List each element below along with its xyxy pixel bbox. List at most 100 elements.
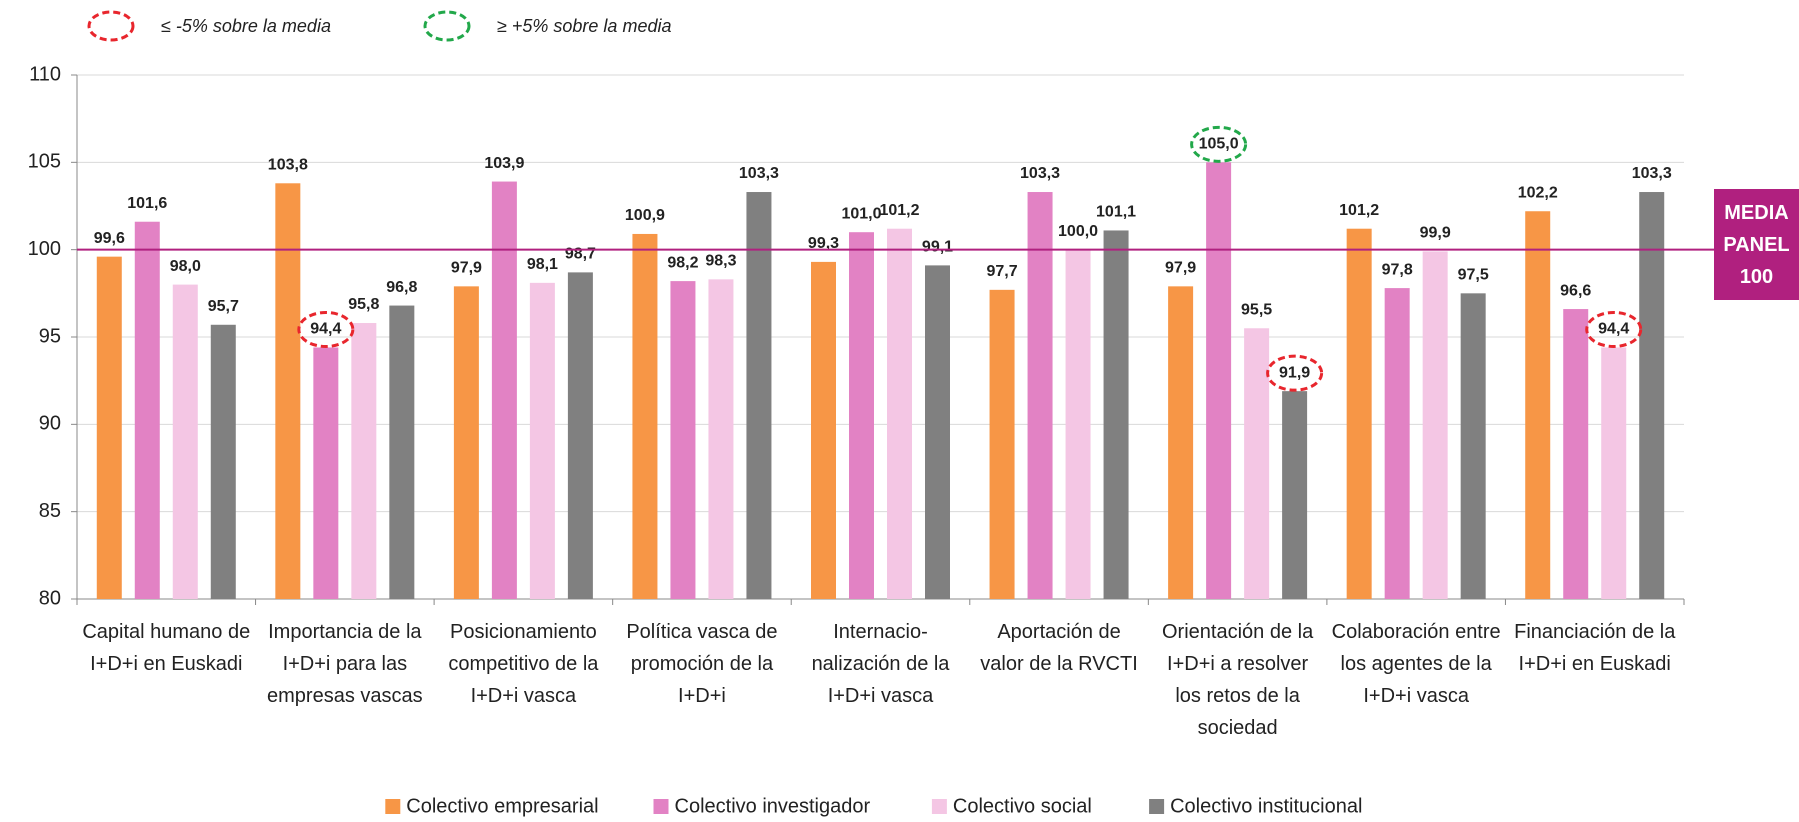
- data-label: 101,2: [1339, 202, 1379, 219]
- data-label: 98,7: [565, 246, 596, 263]
- data-label: 103,3: [739, 165, 779, 182]
- data-label: 100,9: [625, 207, 665, 224]
- data-label: 103,3: [1020, 165, 1060, 182]
- x-tick-label: Importancia de la I+D+i para las empresa…: [267, 621, 423, 707]
- x-tick-label: Financiación de la I+D+i en Euskadi: [1514, 621, 1676, 675]
- y-tick-label: 110: [29, 63, 61, 85]
- data-label: 99,9: [1420, 225, 1451, 242]
- data-label: 97,9: [451, 260, 482, 277]
- bar: [1027, 192, 1053, 599]
- bar: [351, 323, 377, 599]
- y-tick-label: 105: [28, 151, 61, 173]
- data-label: 98,2: [667, 254, 698, 271]
- data-label: 99,6: [94, 230, 125, 247]
- data-label: 101,2: [879, 202, 919, 219]
- data-label: 101,1: [1096, 204, 1136, 221]
- bar: [1384, 288, 1410, 599]
- bar: [313, 347, 339, 599]
- data-label: 95,5: [1241, 301, 1272, 318]
- legend-swatch: [385, 799, 401, 814]
- data-label: 101,0: [841, 205, 881, 222]
- data-label: 98,3: [705, 253, 736, 270]
- data-label: 97,5: [1458, 267, 1489, 284]
- data-label: 94,4: [310, 321, 341, 338]
- legend-swatch: [931, 799, 947, 814]
- data-label: 103,8: [268, 157, 308, 174]
- y-tick-label: 80: [39, 587, 61, 609]
- bar: [1065, 249, 1091, 599]
- legend-label: Colectivo institucional: [1170, 795, 1362, 817]
- bar: [1601, 347, 1627, 599]
- bar: [746, 192, 772, 599]
- reference-box: MEDIA PANEL 100: [1714, 189, 1799, 300]
- x-tick-label: Aportación de valor de la RVCTI: [980, 621, 1138, 675]
- bar: [210, 324, 236, 599]
- data-label: 98,1: [527, 256, 558, 273]
- data-label: 102,2: [1518, 184, 1558, 201]
- bar: [453, 286, 479, 599]
- bar: [1563, 309, 1589, 599]
- threshold-legend-marker: [423, 10, 471, 42]
- x-tick-label: Internacio-nalización de la I+D+i vasca: [811, 621, 950, 707]
- data-label: 94,4: [1598, 321, 1629, 338]
- threshold-legend-label: ≥ +5% sobre la media: [497, 16, 671, 36]
- legend-swatch: [653, 799, 669, 814]
- data-label: 103,9: [484, 155, 524, 172]
- data-label: 103,3: [1632, 165, 1672, 182]
- bar: [567, 272, 593, 599]
- bar: [1460, 293, 1486, 599]
- y-tick-label: 90: [39, 413, 61, 435]
- highlight-circle: [1190, 125, 1248, 163]
- x-tick-label: Capital humano de I+D+i en Euskadi: [82, 621, 251, 675]
- reference-label: MEDIA PANEL: [1723, 201, 1790, 256]
- bar: [887, 228, 912, 599]
- x-tick-label: Política vasca de promoción de la I+D+i: [626, 621, 778, 707]
- bar: [275, 183, 301, 599]
- x-tick-label: Orientación de la I+D+i a resolver los r…: [1162, 621, 1314, 739]
- data-label: 95,7: [208, 298, 239, 315]
- bar: [1244, 328, 1270, 599]
- bar: [491, 181, 517, 599]
- data-label: 98,0: [170, 258, 201, 275]
- bar: [811, 261, 836, 599]
- bar: [529, 282, 555, 599]
- bar: [96, 256, 122, 599]
- legend-swatch: [1149, 799, 1165, 814]
- bar: [1346, 228, 1372, 599]
- bar: [925, 265, 950, 599]
- bar: [134, 221, 160, 599]
- data-label: 97,9: [1165, 260, 1196, 277]
- bar: [849, 232, 874, 599]
- bar: [1422, 251, 1448, 599]
- y-tick-label: 100: [28, 238, 61, 260]
- highlight-circle: [297, 310, 355, 348]
- threshold-legend-label: ≤ -5% sobre la media: [161, 16, 331, 36]
- reference-value: 100: [1739, 265, 1774, 288]
- bar: [708, 279, 734, 599]
- legend-label: Colectivo empresarial: [406, 795, 598, 817]
- x-tick-label: Posicionamiento competitivo de la I+D+i …: [448, 621, 599, 707]
- bar: [670, 281, 696, 599]
- bar: [1282, 391, 1308, 599]
- data-label: 97,8: [1382, 261, 1413, 278]
- legend-label: Colectivo social: [953, 795, 1092, 817]
- bar: [389, 305, 415, 599]
- bar: [1525, 211, 1551, 600]
- data-label: 91,9: [1279, 364, 1310, 381]
- bar: [172, 284, 198, 599]
- legend-label: Colectivo investigador: [675, 795, 871, 817]
- bar: [1168, 286, 1194, 599]
- highlight-circle: [1266, 354, 1324, 392]
- data-label: 96,8: [386, 279, 417, 296]
- bar: [1206, 162, 1232, 600]
- x-tick-label: Colaboración entre los agentes de la I+D…: [1331, 621, 1501, 707]
- data-label: 100,0: [1058, 223, 1098, 240]
- bar: [632, 233, 658, 600]
- data-label: 105,0: [1199, 136, 1239, 153]
- data-label: 101,6: [127, 195, 167, 212]
- data-label: 97,7: [986, 263, 1017, 280]
- data-label: 99,3: [808, 235, 839, 252]
- bar: [989, 289, 1015, 599]
